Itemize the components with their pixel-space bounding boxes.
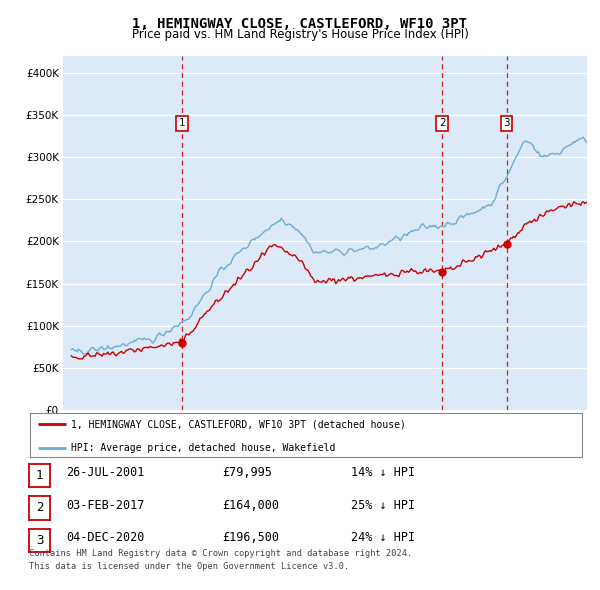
Text: £79,995: £79,995 (222, 466, 272, 479)
Text: 04-DEC-2020: 04-DEC-2020 (66, 531, 145, 544)
Text: 14% ↓ HPI: 14% ↓ HPI (351, 466, 415, 479)
Text: 1, HEMINGWAY CLOSE, CASTLEFORD, WF10 3PT: 1, HEMINGWAY CLOSE, CASTLEFORD, WF10 3PT (133, 17, 467, 31)
Text: 03-FEB-2017: 03-FEB-2017 (66, 499, 145, 512)
Text: Price paid vs. HM Land Registry's House Price Index (HPI): Price paid vs. HM Land Registry's House … (131, 28, 469, 41)
Text: 1: 1 (178, 119, 185, 129)
Text: £196,500: £196,500 (222, 531, 279, 544)
Text: Contains HM Land Registry data © Crown copyright and database right 2024.: Contains HM Land Registry data © Crown c… (29, 549, 412, 558)
Text: 3: 3 (36, 534, 43, 547)
Text: £164,000: £164,000 (222, 499, 279, 512)
Text: 25% ↓ HPI: 25% ↓ HPI (351, 499, 415, 512)
Text: 1: 1 (36, 469, 43, 482)
Text: 3: 3 (503, 119, 510, 129)
Text: HPI: Average price, detached house, Wakefield: HPI: Average price, detached house, Wake… (71, 442, 336, 453)
Text: 1, HEMINGWAY CLOSE, CASTLEFORD, WF10 3PT (detached house): 1, HEMINGWAY CLOSE, CASTLEFORD, WF10 3PT… (71, 419, 406, 429)
Text: 2: 2 (439, 119, 446, 129)
Text: 2: 2 (36, 502, 43, 514)
Text: 24% ↓ HPI: 24% ↓ HPI (351, 531, 415, 544)
Text: 26-JUL-2001: 26-JUL-2001 (66, 466, 145, 479)
Text: This data is licensed under the Open Government Licence v3.0.: This data is licensed under the Open Gov… (29, 562, 349, 571)
